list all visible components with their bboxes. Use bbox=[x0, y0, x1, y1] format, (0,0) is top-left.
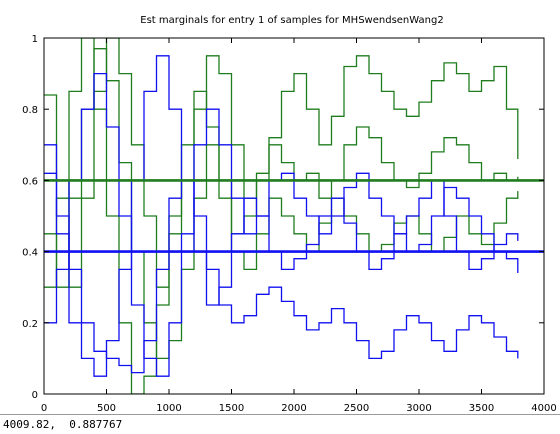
plot-area bbox=[44, 38, 544, 394]
cursor-coordinates: 4009.82, 0.887767 bbox=[3, 418, 123, 431]
x-tick-label: 0 bbox=[41, 403, 47, 414]
x-tick-label: 500 bbox=[97, 403, 116, 414]
x-tick-label: 1000 bbox=[156, 403, 181, 414]
series-line-green-3 bbox=[44, 38, 519, 394]
x-tick-label: 3500 bbox=[469, 403, 494, 414]
y-tick-label: 0.2 bbox=[22, 319, 38, 330]
y-tick-label: 0 bbox=[32, 390, 38, 401]
series-line-green-2 bbox=[44, 48, 519, 360]
x-tick-label: 4000 bbox=[531, 403, 556, 414]
y-tick-label: 1 bbox=[32, 34, 38, 45]
x-tick-label: 2500 bbox=[344, 403, 369, 414]
series-line-blue-6 bbox=[44, 172, 519, 374]
chart-figure: Est marginals for entry 1 of samples for… bbox=[22, 15, 557, 414]
x-tick-label: 2000 bbox=[281, 403, 306, 414]
series-line-blue-5 bbox=[44, 72, 519, 377]
x-tick-label: 1500 bbox=[219, 403, 244, 414]
status-bar: 4009.82, 0.887767 bbox=[0, 414, 560, 434]
axes: 0 500 1000 1500 2000 2500 3000 3500 4000 0 0.2 0.4 0… bbox=[22, 34, 557, 414]
series-line-green-1 bbox=[44, 38, 519, 288]
y-tick-label: 0.4 bbox=[22, 248, 38, 259]
y-tick-label: 0.6 bbox=[22, 176, 38, 187]
x-tick-label: 3000 bbox=[406, 403, 431, 414]
y-tick-label: 0.8 bbox=[22, 105, 38, 116]
chart-title: Est marginals for entry 1 of samples for… bbox=[140, 15, 443, 26]
